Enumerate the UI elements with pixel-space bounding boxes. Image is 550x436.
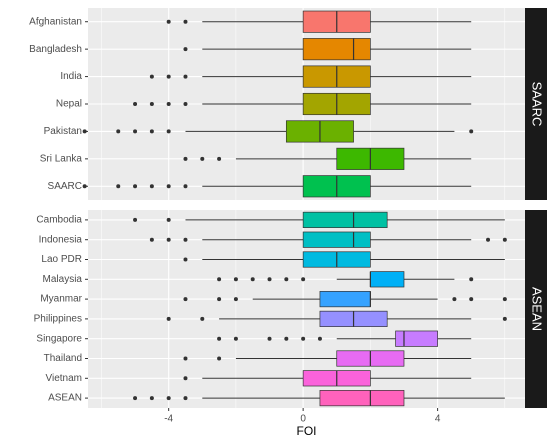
box: [302, 38, 371, 61]
x-tick-label: 4: [435, 414, 441, 425]
outlier: [217, 156, 222, 161]
outlier: [166, 19, 171, 24]
outlier: [82, 129, 87, 134]
y-tick-label: Nepal: [56, 99, 82, 110]
outlier: [149, 74, 154, 79]
y-tick-label: Afghanistan: [29, 16, 82, 27]
x-tick-label: 0: [300, 414, 306, 425]
outlier: [183, 376, 188, 381]
outlier: [284, 277, 289, 282]
outlier: [82, 184, 87, 189]
box: [370, 271, 405, 288]
outlier: [166, 396, 171, 401]
outlier: [502, 237, 507, 242]
outlier: [486, 237, 491, 242]
outlier: [183, 356, 188, 361]
outlier: [233, 277, 238, 282]
outlier: [116, 184, 121, 189]
y-tick-label: Myanmar: [40, 294, 82, 305]
outlier: [166, 237, 171, 242]
outlier: [502, 316, 507, 321]
outlier: [183, 237, 188, 242]
outlier: [149, 184, 154, 189]
outlier: [233, 336, 238, 341]
outlier: [183, 184, 188, 189]
outlier: [267, 336, 272, 341]
outlier: [183, 102, 188, 106]
y-tick-label: Vietnam: [45, 373, 82, 384]
outlier: [149, 129, 154, 134]
outlier: [183, 257, 188, 262]
outlier: [166, 217, 171, 222]
y-tick-label: Indonesia: [39, 234, 83, 245]
outlier: [452, 297, 457, 302]
y-tick-label: Bangladesh: [29, 44, 82, 55]
outlier: [133, 217, 138, 222]
outlier: [217, 336, 222, 341]
y-tick-label: Sri Lanka: [40, 153, 83, 164]
outlier: [469, 129, 474, 134]
strip-label: SAARC: [530, 82, 545, 127]
outlier: [133, 396, 138, 401]
outlier: [133, 184, 138, 189]
outlier: [166, 184, 171, 189]
outlier: [166, 316, 171, 321]
box: [319, 390, 405, 407]
outlier: [183, 156, 188, 161]
outlier: [149, 102, 154, 106]
y-tick-label: Singapore: [36, 333, 82, 344]
y-tick-label: Philippines: [34, 314, 82, 325]
outlier: [469, 297, 474, 302]
outlier: [267, 277, 272, 282]
outlier: [317, 336, 322, 341]
outlier: [166, 129, 171, 134]
outlier: [166, 74, 171, 79]
outlier: [284, 336, 289, 341]
y-tick-label: Pakistan: [44, 126, 82, 137]
outlier: [183, 297, 188, 302]
box: [319, 291, 371, 308]
box: [302, 231, 371, 248]
outlier: [217, 356, 222, 361]
outlier: [200, 156, 205, 161]
outlier: [469, 277, 474, 282]
outlier: [502, 297, 507, 302]
x-tick-label: -4: [164, 414, 173, 425]
y-tick-label: Cambodia: [36, 215, 82, 226]
outlier: [183, 396, 188, 401]
strip-label: ASEAN: [530, 287, 545, 331]
y-tick-label: Lao PDR: [41, 254, 82, 265]
box: [395, 330, 438, 347]
y-tick-label: Thailand: [44, 353, 82, 364]
outlier: [250, 277, 255, 282]
outlier: [133, 129, 138, 134]
outlier: [200, 316, 205, 321]
outlier: [183, 19, 188, 24]
y-tick-label: SAARC: [48, 181, 82, 192]
outlier: [149, 237, 154, 242]
outlier: [217, 297, 222, 302]
x-axis-label: FOI: [297, 424, 317, 436]
outlier: [233, 297, 238, 302]
outlier: [183, 47, 188, 52]
outlier: [217, 277, 222, 282]
outlier: [183, 74, 188, 79]
box: [302, 211, 388, 228]
outlier: [301, 336, 306, 341]
y-tick-label: India: [60, 71, 82, 82]
y-tick-label: ASEAN: [48, 393, 82, 404]
outlier: [116, 129, 121, 134]
outlier: [149, 396, 154, 401]
outlier: [133, 102, 138, 106]
y-tick-label: Malaysia: [43, 274, 83, 285]
strip: [525, 210, 547, 408]
strip: [525, 8, 547, 200]
outlier: [301, 277, 306, 282]
outlier: [166, 102, 171, 106]
